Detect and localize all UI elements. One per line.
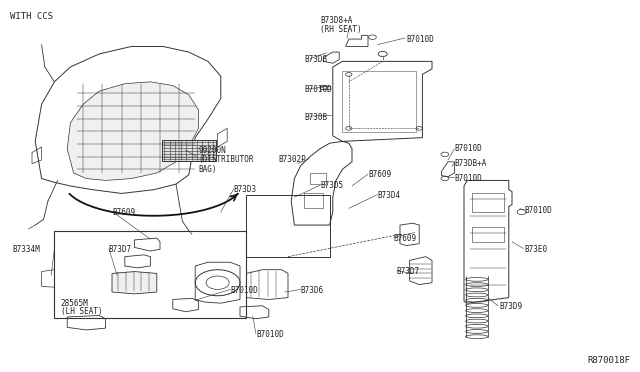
Text: B7010D: B7010D	[454, 144, 482, 153]
Text: B7334M: B7334M	[13, 245, 40, 254]
Bar	[342, 71, 416, 132]
Text: B73D7: B73D7	[109, 245, 132, 254]
Bar	[310, 173, 326, 184]
Text: B73DB+A: B73DB+A	[454, 159, 487, 168]
Text: (RH SEAT): (RH SEAT)	[320, 25, 362, 34]
Text: 99200N: 99200N	[198, 146, 226, 155]
Text: B73E0: B73E0	[525, 245, 548, 254]
Text: R870018F: R870018F	[588, 356, 630, 365]
Text: B730B: B730B	[304, 113, 327, 122]
Text: (DISTRIBUTOR: (DISTRIBUTOR	[198, 155, 254, 164]
Text: B73D7: B73D7	[397, 267, 420, 276]
Text: B7010D: B7010D	[454, 174, 482, 183]
Text: WITH CCS: WITH CCS	[10, 12, 52, 21]
Text: B73D6: B73D6	[301, 286, 324, 295]
Polygon shape	[67, 82, 198, 180]
Bar	[246, 195, 330, 257]
Text: B73D8: B73D8	[304, 55, 327, 64]
Text: B73D8+A: B73D8+A	[320, 16, 353, 25]
Text: B73D5: B73D5	[320, 182, 343, 190]
Text: B7010D: B7010D	[230, 286, 258, 295]
Text: B7302P: B7302P	[278, 155, 306, 164]
Text: B7010D: B7010D	[525, 206, 552, 215]
Text: B73D3: B73D3	[234, 185, 257, 194]
Text: B7010D: B7010D	[256, 330, 284, 339]
Bar	[54, 231, 246, 318]
Text: BAG): BAG)	[198, 165, 217, 174]
Text: B7609: B7609	[394, 234, 417, 243]
Polygon shape	[161, 141, 216, 161]
Bar	[304, 193, 323, 208]
Text: B73D9: B73D9	[499, 302, 522, 311]
Bar	[472, 193, 504, 212]
Text: B7010D: B7010D	[304, 85, 332, 94]
Text: B7609: B7609	[112, 208, 135, 217]
Text: B7010D: B7010D	[406, 35, 434, 44]
Text: (LH SEAT): (LH SEAT)	[61, 307, 102, 316]
Polygon shape	[112, 272, 157, 294]
Bar	[472, 227, 504, 242]
Text: B73D4: B73D4	[378, 191, 401, 200]
Text: B7609: B7609	[368, 170, 391, 179]
Text: 28565M: 28565M	[61, 299, 88, 308]
